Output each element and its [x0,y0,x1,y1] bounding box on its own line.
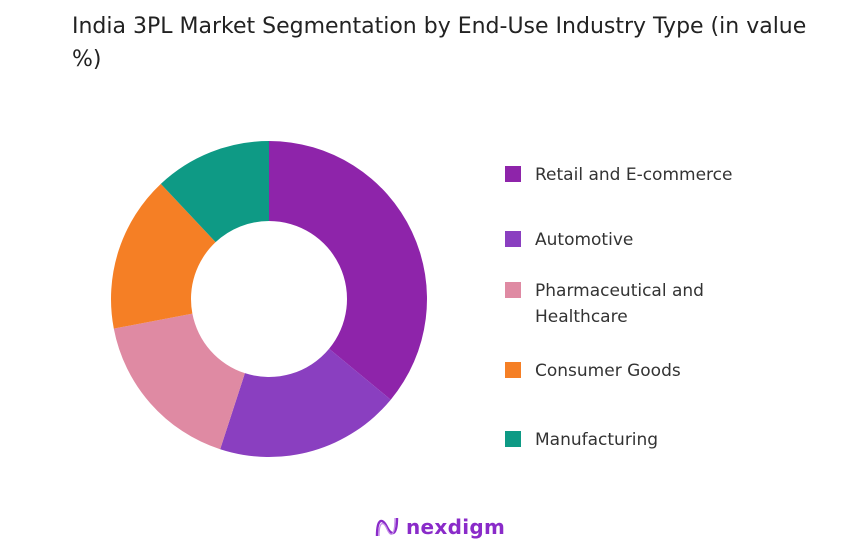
legend-item: Manufacturing [505,427,805,453]
legend-label: Manufacturing [535,430,659,450]
slice-pharmaceutical-and-healthcare [113,313,245,450]
legend-swatch [505,282,521,298]
brand-name: nexdigm [406,515,506,539]
legend-swatch [505,431,521,447]
slice-manufacturing [160,141,269,243]
legend-item: Automotive [505,227,805,253]
slice-automotive [220,348,391,457]
slice-consumer-goods [110,183,216,329]
legend-swatch [505,231,521,247]
legend-label: Consumer Goods [535,361,681,381]
nexdigm-logo: nexdigm [374,514,505,540]
legend-label: Pharmaceutical and Healthcare [535,281,704,327]
legend-swatch [505,166,521,182]
legend-label: Retail and E-commerce [535,165,733,185]
legend-label: Automotive [535,230,634,250]
legend-swatch [505,362,521,378]
slice-retail-and-e-commerce [269,141,427,400]
nexdigm-logo-icon [375,517,399,537]
legend-item: Pharmaceutical and Healthcare [505,278,805,330]
legend-item: Retail and E-commerce [505,162,805,188]
chart-title: India 3PL Market Segmentation by End-Use… [72,14,807,72]
legend-item: Consumer Goods [505,358,805,384]
